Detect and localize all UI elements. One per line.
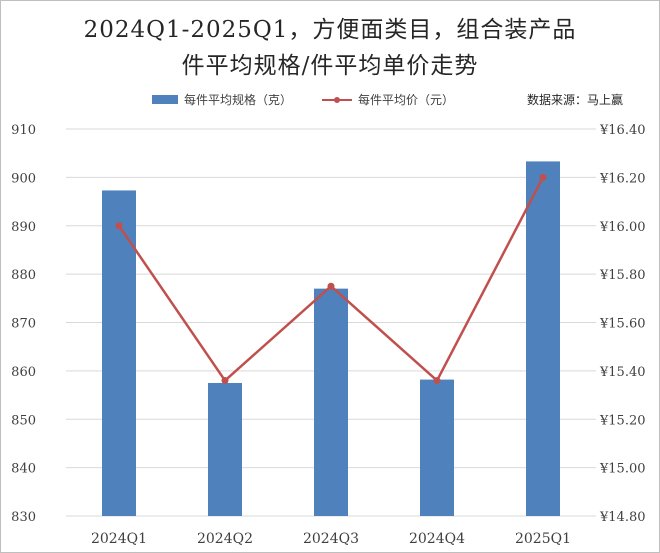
y-left-tick-label: 910 — [11, 123, 36, 138]
price-point-2024Q4 — [433, 377, 441, 385]
y-left-tick-label: 840 — [11, 462, 36, 477]
legend-bar-swatch — [152, 95, 178, 104]
price-point-2024Q3 — [327, 282, 335, 290]
y-left-tick-label: 830 — [11, 510, 36, 525]
y-right-tick-label: ¥16.40 — [599, 123, 646, 138]
y-right-tick-label: ¥16.20 — [599, 171, 646, 186]
y-right-tick-label: ¥15.20 — [599, 413, 646, 428]
y-right-tick-label: ¥15.00 — [599, 462, 646, 477]
y-left-tick-label: 900 — [11, 171, 36, 186]
chart-title-line-1: 2024Q1-2025Q1，方便面类目，组合装产品 — [83, 17, 577, 43]
price-point-2025Q1 — [539, 173, 547, 181]
x-tick-label: 2024Q1 — [91, 531, 147, 547]
bar-2024Q3 — [314, 288, 348, 516]
bar-2024Q1 — [102, 190, 136, 516]
chart-title-line-2: 件平均规格/件平均单价走势 — [181, 53, 479, 79]
price-point-2024Q1 — [115, 222, 123, 230]
bar-2024Q2 — [208, 382, 242, 516]
legend-line-swatch — [322, 95, 352, 105]
y-left-tick-label: 870 — [11, 317, 36, 332]
x-tick-label: 2024Q4 — [409, 531, 465, 547]
bar-2025Q1 — [526, 161, 560, 516]
x-tick-label: 2024Q3 — [303, 531, 359, 547]
source-note: 数据来源：马上赢 — [527, 93, 624, 107]
legend-item-line: 每件平均价（元） — [322, 91, 454, 108]
y-left-tick-label: 880 — [11, 268, 36, 283]
y-right-tick-label: ¥15.80 — [599, 268, 646, 283]
price-point-2024Q2 — [221, 377, 229, 385]
y-right-tick-label: ¥15.60 — [599, 317, 646, 332]
legend-line-label: 每件平均价（元） — [358, 93, 455, 107]
legend-item-bar: 每件平均规格（克） — [152, 91, 292, 108]
y-left-tick-label: 890 — [11, 220, 36, 235]
y-left-tick-label: 850 — [11, 413, 36, 428]
legend-bar-label: 每件平均规格（克） — [184, 93, 293, 107]
y-right-tick-label: ¥15.40 — [599, 365, 646, 380]
y-right-tick-label: ¥16.00 — [599, 220, 646, 235]
x-tick-label: 2024Q2 — [197, 531, 253, 547]
x-tick-label: 2025Q1 — [515, 531, 571, 547]
y-left-tick-label: 860 — [11, 365, 36, 380]
y-right-tick-label: ¥14.80 — [599, 510, 646, 525]
bar-2024Q4 — [420, 379, 454, 516]
